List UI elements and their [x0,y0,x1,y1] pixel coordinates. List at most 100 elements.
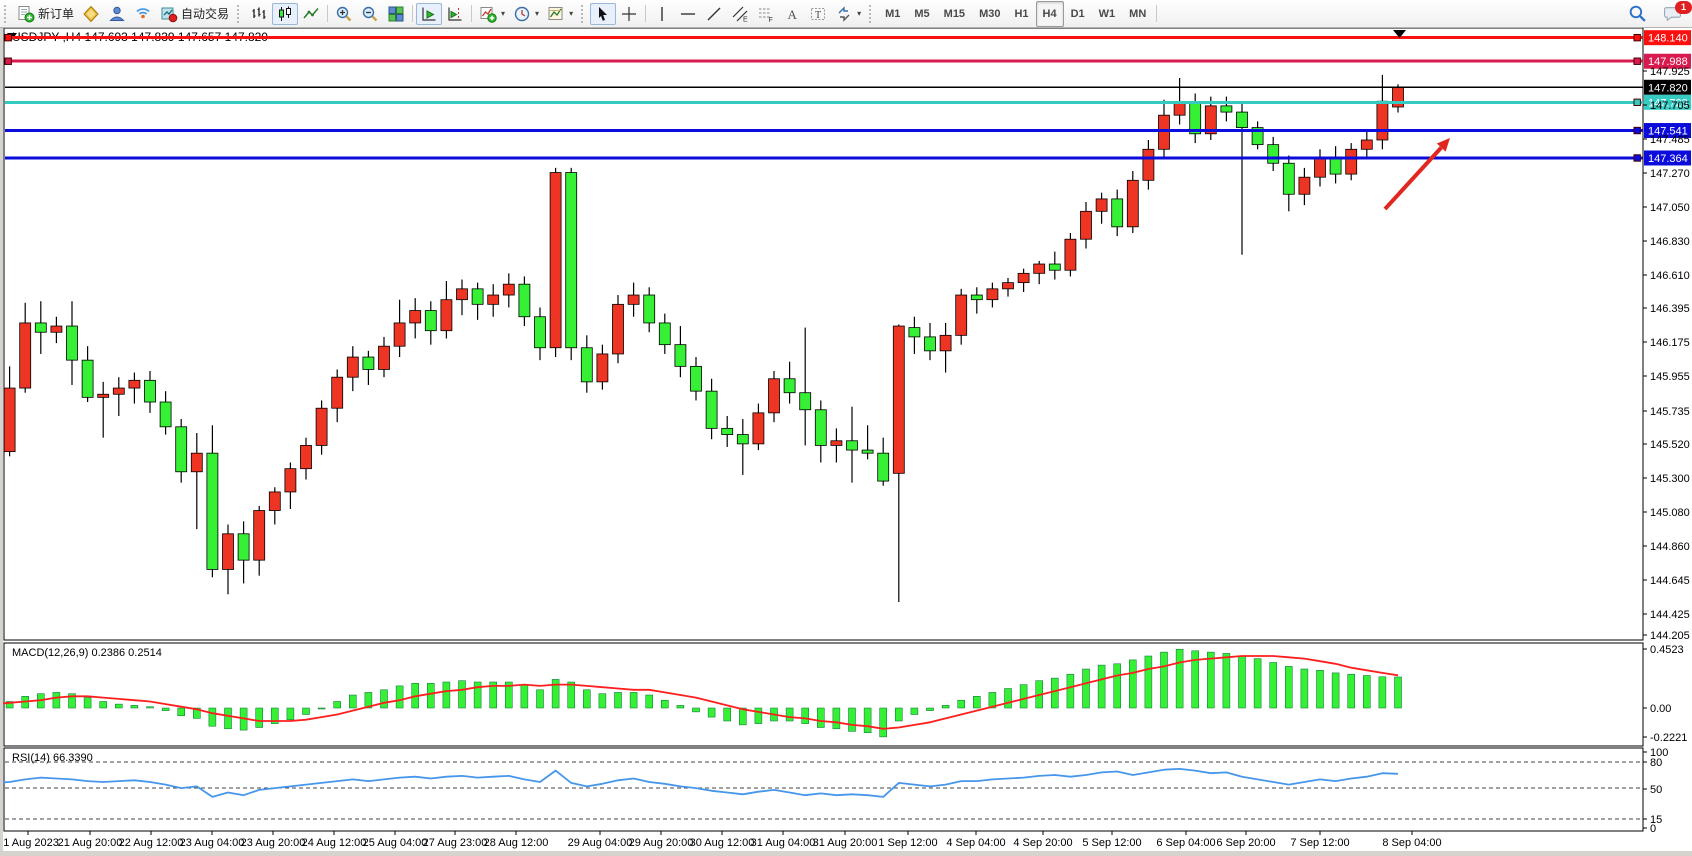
candle-bear[interactable] [159,401,172,428]
timeframe-h4-button[interactable]: H4 [1035,0,1064,27]
candle-bear[interactable] [565,172,578,349]
timeframe-m30-button[interactable]: M30 [979,7,1001,20]
new-order-button[interactable]: 新订单 [13,3,78,25]
candle-bull[interactable] [346,356,359,378]
candle-bear[interactable] [721,427,734,435]
candle-bull[interactable] [97,393,110,398]
search-button[interactable] [1624,3,1651,25]
candle-bull[interactable] [830,440,843,446]
candle-bear[interactable] [206,452,219,570]
chat-button[interactable]: 1 [1659,0,1692,25]
candle-bull[interactable] [1033,263,1046,274]
toolbar-grip[interactable] [581,4,586,23]
candle-bull[interactable] [331,376,344,409]
candle-bull[interactable] [1002,282,1014,290]
candle-bull[interactable] [253,510,266,561]
candle-bear[interactable] [580,347,593,383]
candle-bull[interactable] [1126,179,1139,228]
periods-button[interactable]: ▾ [509,3,543,25]
zoom-in-button[interactable] [331,3,357,25]
zoom-out-button[interactable] [357,3,383,25]
price-axis[interactable]: 147.925 147.705 147.485 147.270 147.050 146.8… [1643,66,1690,642]
timeframe-m1-button[interactable]: M1 [885,7,901,20]
candle-bull[interactable] [315,407,328,446]
candle-bear[interactable] [643,294,656,324]
candle-bull[interactable] [1314,158,1326,178]
candle-bear[interactable] [175,426,188,473]
candle-bear[interactable] [814,409,827,446]
hline-handle[interactable] [1633,126,1641,135]
candle-bull[interactable] [440,299,453,332]
timeframe-m5-button[interactable]: M5 [914,7,930,20]
indicators-button[interactable]: ▾ [475,3,509,25]
metaeditor-button[interactable] [78,3,104,25]
hline-handle[interactable] [4,33,12,42]
trendline-button[interactable] [701,3,727,25]
cursor-button[interactable] [590,2,617,25]
candle-bear[interactable] [674,344,687,367]
candle-bear[interactable] [1111,198,1124,228]
candle-bull[interactable] [1376,100,1389,141]
toolbar-grip[interactable] [237,4,242,23]
candle-bull[interactable] [502,283,515,296]
chart-shift-button[interactable] [442,3,468,25]
candle-bear[interactable] [970,294,983,301]
arrows-tool-button[interactable]: ▾ [831,3,865,25]
candle-bear[interactable] [690,365,702,392]
candle-bull[interactable] [1158,114,1170,150]
chart-shift-marker-icon[interactable] [1393,30,1406,38]
candle-bull[interactable] [1173,102,1186,116]
candle-bull[interactable] [222,533,234,570]
candle-bull[interactable] [268,491,281,511]
candle-bull[interactable] [752,412,765,445]
candle-bear[interactable] [705,390,718,429]
candle-bull[interactable] [627,294,640,305]
candle-bull[interactable] [300,445,312,470]
timeframe-w1-button[interactable]: W1 [1098,7,1116,20]
candle-bull[interactable] [612,303,624,355]
candle-bear[interactable] [1189,102,1202,135]
candle-bear[interactable] [144,379,156,403]
candle-bear[interactable] [518,283,531,318]
candle-bull[interactable] [50,325,63,333]
timeframe-d1-button[interactable]: D1 [1070,7,1085,20]
candle-bear[interactable] [658,322,671,346]
candle-bull[interactable] [190,452,203,473]
candle-bull[interactable] [955,294,968,336]
candle-bull[interactable] [409,310,422,324]
candle-bull[interactable] [3,387,16,453]
candle-bull[interactable] [939,334,952,352]
candles-chart-button[interactable] [272,2,299,25]
auto-scroll-button[interactable] [416,2,443,25]
candle-bear[interactable] [783,378,796,394]
label-button[interactable]: T [805,3,831,25]
candle-bear[interactable] [1251,127,1264,146]
candle-bear[interactable] [534,316,546,349]
hline-handle[interactable] [1633,98,1641,107]
candle-bull[interactable] [1017,272,1030,284]
rsi-pane-border[interactable] [3,747,1644,832]
fibonacci-button[interactable]: F [753,3,779,25]
candle-bear[interactable] [924,336,936,352]
candle-bear[interactable] [1220,105,1233,113]
auto-trading-button[interactable]: 自动交易 [156,3,233,25]
tile-windows-button[interactable] [383,3,409,25]
candle-bear[interactable] [471,288,484,305]
candle-bull[interactable] [1080,210,1092,240]
candle-bull[interactable] [986,288,999,301]
candle-bear[interactable] [1282,162,1295,195]
candle-bull[interactable] [456,288,468,301]
trend-arrow-annotation[interactable] [1383,146,1443,211]
channel-button[interactable]: E [727,3,753,25]
text-button[interactable]: A [779,3,805,25]
candle-bear[interactable] [34,322,47,333]
candle-bear[interactable] [908,327,921,338]
candle-bear[interactable] [861,449,874,454]
candlestick-series[interactable] [0,74,1404,603]
candle-bear[interactable] [424,310,437,332]
profile-button[interactable] [104,3,130,25]
candle-bull[interactable] [112,387,125,395]
crosshair-button[interactable] [616,3,642,25]
